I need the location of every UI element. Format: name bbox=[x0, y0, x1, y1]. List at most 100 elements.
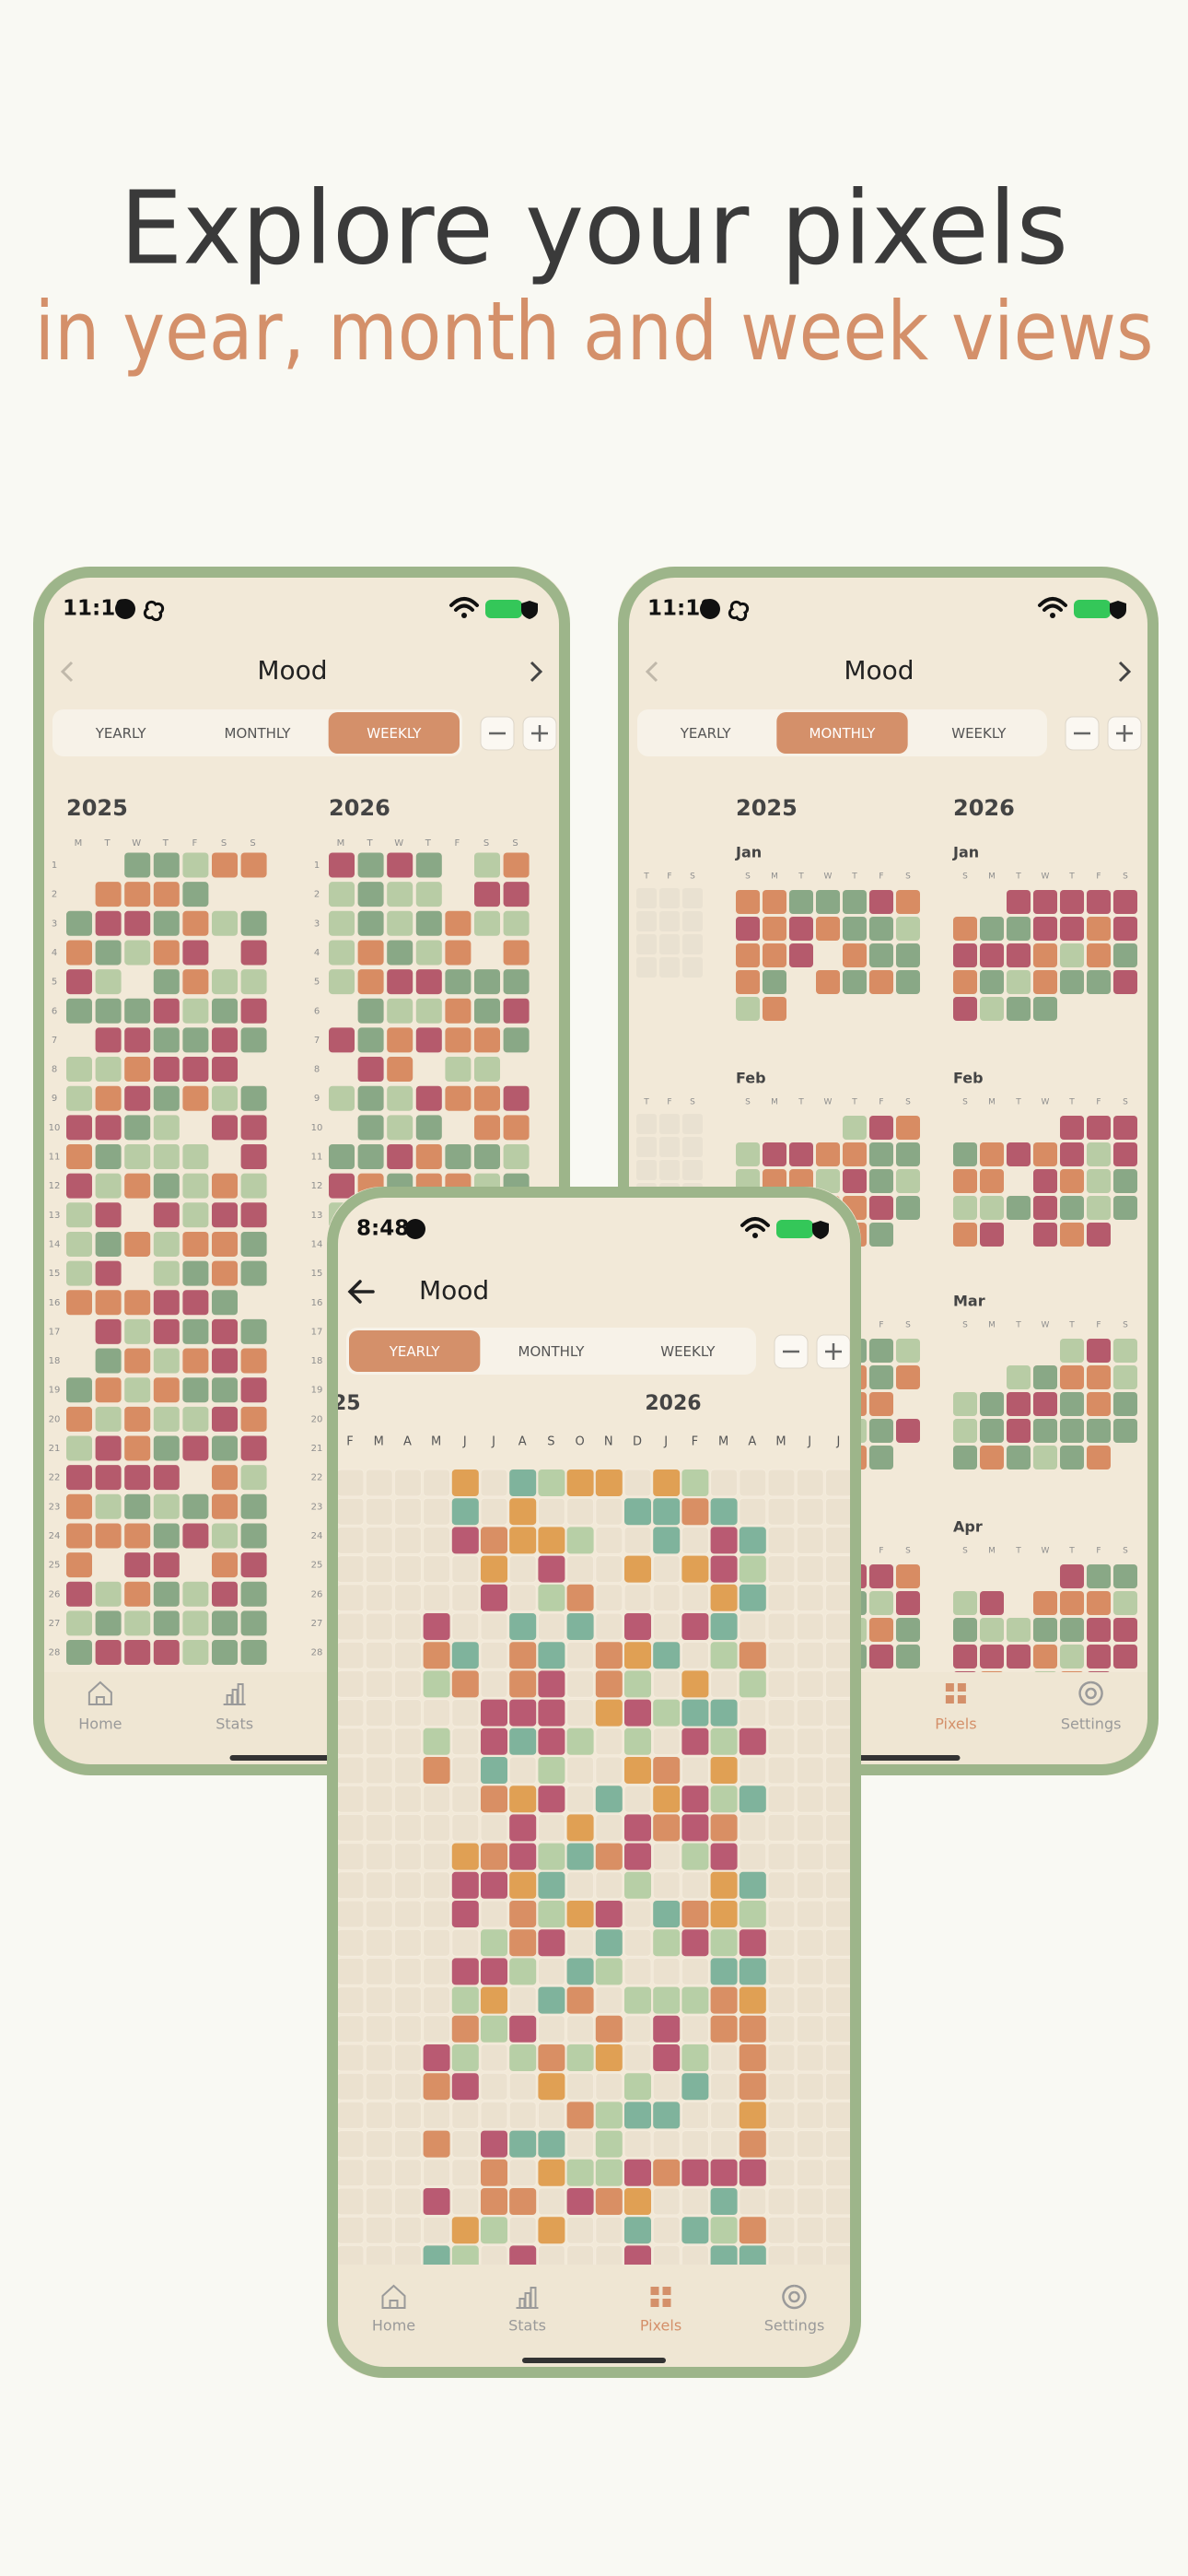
mood-pixel bbox=[681, 1727, 709, 1755]
tab-label[interactable]: WEEKLY bbox=[951, 725, 1007, 742]
nav-icon[interactable] bbox=[516, 2287, 539, 2309]
empty-pixel bbox=[710, 2072, 739, 2101]
nav-label[interactable]: Stats bbox=[508, 2317, 546, 2335]
nav-label[interactable]: Settings bbox=[1061, 1715, 1122, 1733]
mood-pixel bbox=[624, 1498, 651, 1526]
mood-pixel bbox=[66, 1552, 92, 1578]
weekday-label: S bbox=[745, 1098, 751, 1107]
empty-pixel bbox=[652, 2072, 681, 2101]
mood-pixel bbox=[357, 1144, 384, 1169]
mood-pixel bbox=[95, 1493, 122, 1519]
mood-pixel bbox=[595, 1786, 623, 1813]
empty-pixel bbox=[796, 1469, 824, 1497]
tab-label[interactable]: WEEKLY bbox=[660, 1343, 716, 1360]
mood-pixel bbox=[481, 1786, 507, 1813]
mood-pixel bbox=[95, 882, 122, 907]
month-letter: N bbox=[604, 1435, 613, 1449]
empty-pixel bbox=[423, 2216, 451, 2244]
mood-pixel bbox=[1060, 1419, 1084, 1443]
mood-pixel bbox=[653, 1498, 681, 1526]
empty-pixel bbox=[682, 888, 703, 908]
tab-selected[interactable] bbox=[349, 1330, 481, 1372]
tab-label[interactable]: YEARLY bbox=[389, 1343, 441, 1360]
mood-pixel bbox=[329, 1027, 355, 1053]
back-chevron[interactable] bbox=[60, 661, 74, 683]
nav-label[interactable]: Home bbox=[78, 1715, 122, 1733]
tab-selected[interactable] bbox=[776, 712, 908, 754]
mood-pixel bbox=[481, 1699, 507, 1727]
tab-label[interactable]: MONTHLY bbox=[518, 1343, 586, 1360]
mood-pixel bbox=[481, 1843, 507, 1870]
weekday-label: S bbox=[250, 838, 255, 849]
mood-pixel bbox=[124, 1552, 151, 1578]
week-number: 18 bbox=[49, 1356, 61, 1366]
empty-pixel bbox=[595, 1986, 623, 2015]
mood-pixel bbox=[240, 1348, 267, 1374]
empty-pixel bbox=[739, 1843, 767, 1871]
empty-pixel bbox=[336, 2216, 365, 2244]
mood-pixel bbox=[710, 1843, 738, 1870]
mood-pixel bbox=[763, 997, 786, 1021]
mood-pixel bbox=[739, 2044, 766, 2071]
nav-label[interactable]: Pixels bbox=[640, 2317, 681, 2335]
nav-label[interactable]: Stats bbox=[215, 1715, 253, 1733]
mood-pixel bbox=[1087, 1392, 1111, 1416]
mood-pixel bbox=[66, 1377, 92, 1403]
tab-label[interactable]: YEARLY bbox=[680, 725, 732, 742]
nav-label[interactable]: Home bbox=[372, 2317, 415, 2335]
nav-icon[interactable] bbox=[1078, 1680, 1103, 1706]
mood-pixel bbox=[953, 1223, 977, 1247]
mood-pixel bbox=[451, 1843, 479, 1870]
tab-label[interactable]: YEARLY bbox=[95, 725, 147, 742]
tab-label[interactable]: WEEKLY bbox=[367, 725, 422, 742]
nav-icon[interactable] bbox=[782, 2284, 807, 2310]
empty-pixel bbox=[393, 2043, 422, 2072]
nav-icon[interactable] bbox=[945, 1683, 966, 1704]
empty-pixel bbox=[796, 1584, 824, 1612]
forward-chevron[interactable] bbox=[1118, 661, 1132, 683]
mood-pixel bbox=[329, 1085, 355, 1111]
empty-pixel bbox=[681, 1526, 709, 1554]
empty-pixel bbox=[824, 1871, 853, 1900]
empty-pixel bbox=[767, 1584, 796, 1612]
mood-pixel bbox=[503, 882, 530, 907]
empty-pixel bbox=[508, 2101, 537, 2129]
nav-label[interactable]: Pixels bbox=[935, 1715, 976, 1733]
nav-icon[interactable] bbox=[650, 2287, 671, 2307]
mood-pixel bbox=[566, 1469, 594, 1496]
mood-pixel bbox=[1007, 1392, 1031, 1416]
empty-pixel bbox=[652, 1957, 681, 1985]
tab-selected[interactable] bbox=[328, 712, 460, 754]
empty-pixel bbox=[796, 2130, 824, 2159]
mood-pixel bbox=[624, 1613, 651, 1640]
mood-pixel bbox=[1033, 997, 1057, 1021]
back-chevron[interactable] bbox=[645, 661, 658, 683]
nav-icon[interactable] bbox=[87, 1680, 112, 1705]
empty-pixel bbox=[652, 1669, 681, 1698]
mood-pixel bbox=[240, 1115, 267, 1141]
mood-pixel bbox=[240, 1435, 267, 1461]
year-label: 2026 bbox=[953, 795, 1015, 821]
forward-chevron[interactable] bbox=[530, 661, 543, 683]
mood-pixel bbox=[710, 1584, 738, 1611]
empty-pixel bbox=[652, 2216, 681, 2244]
tab-label[interactable]: MONTHLY bbox=[225, 725, 292, 742]
weekday-label: S bbox=[1123, 1547, 1128, 1556]
nav-label[interactable]: Settings bbox=[764, 2317, 825, 2335]
empty-pixel bbox=[767, 2101, 796, 2129]
mood-pixel bbox=[681, 1670, 709, 1698]
tab-label[interactable]: MONTHLY bbox=[809, 725, 877, 742]
mood-pixel bbox=[240, 910, 267, 936]
mood-pixel bbox=[1113, 1196, 1137, 1220]
empty-pixel bbox=[393, 1526, 422, 1554]
mood-pixel bbox=[415, 1115, 442, 1141]
mood-pixel bbox=[843, 917, 867, 941]
nav-icon[interactable] bbox=[223, 1683, 246, 1705]
empty-pixel bbox=[659, 1137, 680, 1157]
mood-pixel bbox=[474, 852, 500, 878]
weekday-label: T bbox=[643, 1098, 649, 1107]
back-arrow[interactable] bbox=[347, 1280, 375, 1304]
empty-pixel bbox=[652, 1612, 681, 1641]
nav-icon[interactable] bbox=[381, 2284, 406, 2309]
mood-pixel bbox=[481, 1527, 507, 1554]
